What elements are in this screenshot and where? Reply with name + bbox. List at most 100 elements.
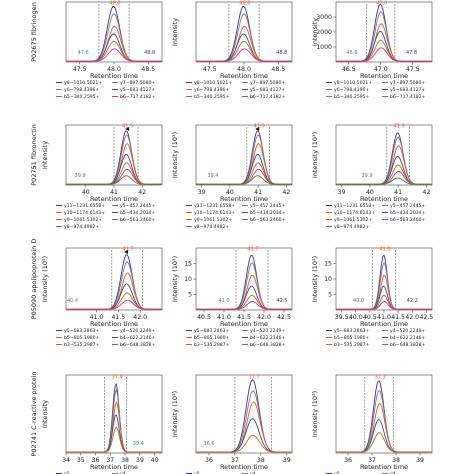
legend: y8−1010.5021+ y7−897.5080+ y6−798.4396+ y5−… <box>56 80 156 100</box>
legend: y11−1231.6558+ y5−457.2445+ y10−1174.6143+… <box>326 203 426 230</box>
y-axis-label: Intensity <box>41 400 49 428</box>
legend-entry: b5−434.2034+ <box>120 210 156 216</box>
legend-entry: y5−683.4127+ <box>120 87 155 93</box>
legend-entry: y7−897.5080+ <box>120 80 155 86</box>
apex-label: 41.5 <box>122 124 133 130</box>
series-line <box>336 389 432 453</box>
legend-entry: y4−520.2249+ <box>250 328 285 334</box>
annotation-label: 39.9 <box>75 173 86 179</box>
x-axis-label: Retention time <box>90 195 138 203</box>
chart-panel: 34 35 36 37 38 39 40 Retention time IntensityP02… <box>30 371 163 474</box>
y-axis-label: Intensity (10³) <box>311 391 319 437</box>
y-tick-label: 15 <box>324 261 332 268</box>
x-tick-label: 42.0 <box>257 314 271 321</box>
plot-area <box>195 374 293 454</box>
x-tick-label: 39.5 <box>335 314 349 321</box>
legend-entry: b3−535.2987+ <box>194 342 230 348</box>
x-tick-label: 37 <box>368 457 376 464</box>
legend-entry: y6−798.4396+ <box>64 87 99 93</box>
legend-entry: y5−457.2445+ <box>390 203 425 209</box>
y-axis-label: Intensity <box>41 141 49 169</box>
legend-entry: b5−805.1980+ <box>64 335 100 341</box>
x-axis-label: Retention time <box>220 463 268 471</box>
chart-panel: 36 37 38 39 Retention time Intensity (10³) 37.… <box>171 374 293 474</box>
legend: y11−1231.6558+ y5−457.2445+ y10−1174.6143+… <box>56 203 156 230</box>
x-tick-label: 38 <box>257 457 265 464</box>
x-axis-label: Retention time <box>220 72 268 80</box>
legend-entry: y5−683.2863+ <box>334 328 369 334</box>
legend: y5−683.2863+ y4−520.2249+ b5−805.1980+ b4−6… <box>186 328 286 348</box>
x-tick-label: 40.5 <box>197 314 211 321</box>
x-tick-label: 41 <box>254 189 262 196</box>
x-tick-label: 41.5 <box>391 314 405 321</box>
annotation-label: 42.2 <box>407 298 418 304</box>
x-axis-label: Retention time <box>360 72 408 80</box>
series-line <box>196 434 292 453</box>
chart-panel: 39 40 41 42 Retention time Intensity (10³) 41.… <box>171 124 293 230</box>
legend-entry: y4−520.2249+ <box>390 328 425 334</box>
series-line <box>66 261 162 310</box>
annotation-label: 41.0 <box>218 298 229 304</box>
legend-entry: b5−805.1980+ <box>194 335 230 341</box>
series-line <box>66 254 162 310</box>
apex-label: 37.3 <box>375 375 386 381</box>
x-tick-label: 40 <box>151 457 159 464</box>
annotation-label: 40.4 <box>67 298 78 304</box>
legend-entry: b5−340.2595+ <box>334 94 370 100</box>
series-group <box>196 6 292 62</box>
series-group <box>336 380 432 453</box>
legend-entry: y4 <box>120 471 126 474</box>
series-group <box>66 254 162 310</box>
series-line <box>336 432 432 453</box>
series-line <box>336 30 432 62</box>
peak-marker <box>124 250 129 254</box>
x-axis-label: Retention time <box>360 195 408 203</box>
series-line <box>66 400 162 453</box>
x-tick-label: 37 <box>106 457 114 464</box>
x-axis-label: Retention time <box>220 320 268 328</box>
legend-entry: b3−535.2987+ <box>334 342 370 348</box>
annotation-label: 39.4 <box>207 173 218 179</box>
protein-label: P02751 fibronectin <box>30 124 38 186</box>
y-tick-label: 1000 <box>316 44 332 51</box>
chart-panel: 39 40 41 42 Retention time Intensity (10³) 41.… <box>311 124 433 230</box>
x-tick-label: 41.5 <box>237 314 251 321</box>
y-axis-label: Intensity <box>311 18 319 46</box>
series-line <box>66 25 162 62</box>
chart-panel: 36 37 38 39 Retention time Intensity (10³) 37.… <box>311 374 433 474</box>
x-tick-label: 42.5 <box>419 314 433 321</box>
x-tick-label: 39 <box>283 457 291 464</box>
chart-panel: 40.5 41.0 41.5 42.0 42.5 5 10 15 Retention time I… <box>171 247 293 348</box>
x-tick-label: 42 <box>422 189 430 196</box>
series-line <box>336 164 432 185</box>
legend-entry: y5−683.4127+ <box>250 87 285 93</box>
y-axis-label: Intensity (10³) <box>171 391 179 437</box>
legend-entry: y11−1231.6558+ <box>64 203 105 209</box>
series-group <box>196 130 292 185</box>
series-line <box>196 153 292 185</box>
x-axis-label: Retention time <box>360 463 408 471</box>
apex-label: 41.7 <box>247 247 258 253</box>
apex-label: 48.0 <box>109 1 120 7</box>
legend-entry: y10−1174.6143+ <box>194 210 235 216</box>
x-tick-label: 38 <box>121 457 129 464</box>
legend-entry: b6−717.4182+ <box>390 94 426 100</box>
apex-label: 41.0 <box>379 247 390 253</box>
x-tick-label: 42 <box>138 189 146 196</box>
annotation-label: 48.8 <box>144 50 155 56</box>
legend-entry: y8−974.4982+ <box>64 224 99 230</box>
plot-area <box>335 374 433 454</box>
legend-entry: y9−1061.5302+ <box>194 217 232 223</box>
series-line <box>196 33 292 62</box>
series-group <box>66 383 162 453</box>
series-line <box>336 132 432 185</box>
series-line <box>196 301 292 310</box>
y-axis-label: Intensity (10³) <box>171 256 179 302</box>
plot-area <box>65 374 163 454</box>
x-axis-label: Retention time <box>90 320 138 328</box>
x-tick-label: 41.5 <box>111 314 125 321</box>
series-line <box>336 419 432 453</box>
plot-area <box>195 124 293 186</box>
